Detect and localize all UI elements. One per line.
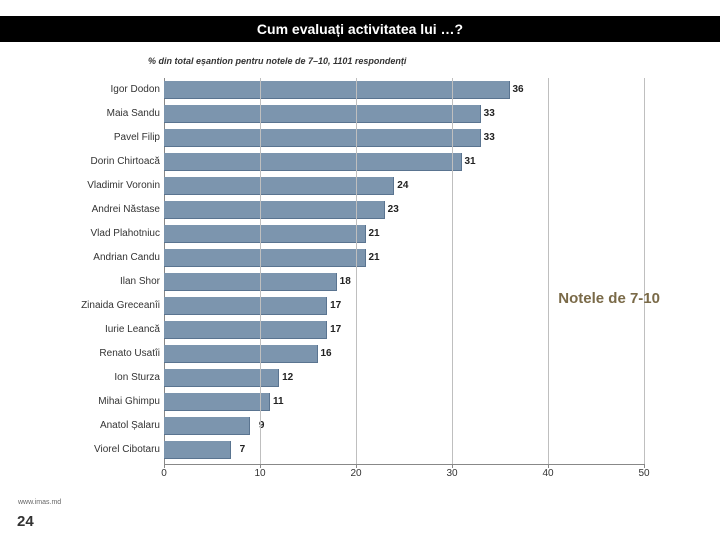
grid-line (356, 78, 357, 464)
bar-row: 36 (164, 81, 644, 99)
page-title: Cum evaluați activitatea lui …? (257, 21, 463, 37)
bar-row: 24 (164, 177, 644, 195)
bar-value: 24 (164, 177, 412, 195)
bar-value: 31 (164, 153, 480, 171)
bars-container: 36 33 33 31 24 23 21 21 18 17 17 16 12 11 9 7 (164, 78, 644, 464)
y-axis-label: Mihai Ghimpu (54, 396, 160, 408)
y-axis-label: Maia Sandu (54, 108, 160, 120)
bar-value: 33 (164, 129, 499, 147)
y-axis-label: Dorin Chirtoacă (54, 156, 160, 168)
grid-line (260, 78, 261, 464)
y-axis-label: Zinaida Greceanîi (54, 300, 160, 312)
grid-line (644, 78, 645, 464)
x-tick-label: 50 (638, 468, 649, 479)
y-axis-label: Viorel Cibotaru (54, 444, 160, 456)
bar-row: 33 (164, 105, 644, 123)
bar-row: 11 (164, 393, 644, 411)
y-axis-label: Andrian Candu (54, 252, 160, 264)
x-tick-label: 10 (254, 468, 265, 479)
chart-subtitle: % din total eșantion pentru notele de 7–… (148, 56, 406, 66)
x-tick-label: 30 (446, 468, 457, 479)
y-axis-label: Vlad Plahotniuc (54, 228, 160, 240)
title-bar: Cum evaluați activitatea lui …? (0, 16, 720, 42)
y-axis-labels: Igor Dodon Maia Sandu Pavel Filip Dorin Chi… (54, 78, 160, 464)
page-root: Cum evaluați activitatea lui …? % din to… (0, 0, 720, 540)
y-axis-label: Iurie Leancă (54, 324, 160, 336)
y-axis-label: Anatol Șalaru (54, 420, 160, 432)
bar-value: 17 (164, 321, 345, 339)
bar-row: 18 (164, 273, 644, 291)
footer-page-number: 24 (17, 513, 34, 530)
chart-area: Igor Dodon Maia Sandu Pavel Filip Dorin Chi… (54, 78, 644, 486)
y-axis-label: Vladimir Voronin (54, 180, 160, 192)
bar-value: 23 (164, 201, 403, 219)
y-axis-label: Andrei Năstase (54, 204, 160, 216)
bar-row: 31 (164, 153, 644, 171)
bar-row: 17 (164, 321, 644, 339)
bar-row: 12 (164, 369, 644, 387)
x-axis: 01020304050 (164, 464, 644, 486)
grid-line (452, 78, 453, 464)
x-tick-label: 20 (350, 468, 361, 479)
grid-line (548, 78, 549, 464)
y-axis-label: Ion Sturza (54, 372, 160, 384)
bar-value: 16 (164, 345, 336, 363)
bar-row: 23 (164, 201, 644, 219)
bar-row: 21 (164, 225, 644, 243)
y-axis-label: Ilan Shor (54, 276, 160, 288)
bar-value: 21 (164, 249, 384, 267)
bar-value: 17 (164, 297, 345, 315)
x-tick-label: 0 (161, 468, 167, 479)
y-axis-label: Pavel Filip (54, 132, 160, 144)
bar-row: 33 (164, 129, 644, 147)
bar-row: 9 (164, 417, 644, 435)
bar-value: 21 (164, 225, 384, 243)
bar-value: 36 (164, 81, 528, 99)
y-axis-label: Igor Dodon (54, 84, 160, 96)
bar-value: 9 (164, 417, 268, 435)
y-axis-label: Renato Usatîi (54, 348, 160, 360)
bar-value: 12 (164, 369, 297, 387)
bar-row: 7 (164, 441, 644, 459)
legend-label: Notele de 7-10 (558, 290, 660, 307)
bar-row: 16 (164, 345, 644, 363)
x-tick-label: 40 (542, 468, 553, 479)
bar-value: 33 (164, 105, 499, 123)
bar-value: 11 (164, 393, 288, 411)
bar-value: 7 (164, 441, 249, 459)
bar-row: 21 (164, 249, 644, 267)
footer-source: www.imas.md (18, 499, 61, 506)
